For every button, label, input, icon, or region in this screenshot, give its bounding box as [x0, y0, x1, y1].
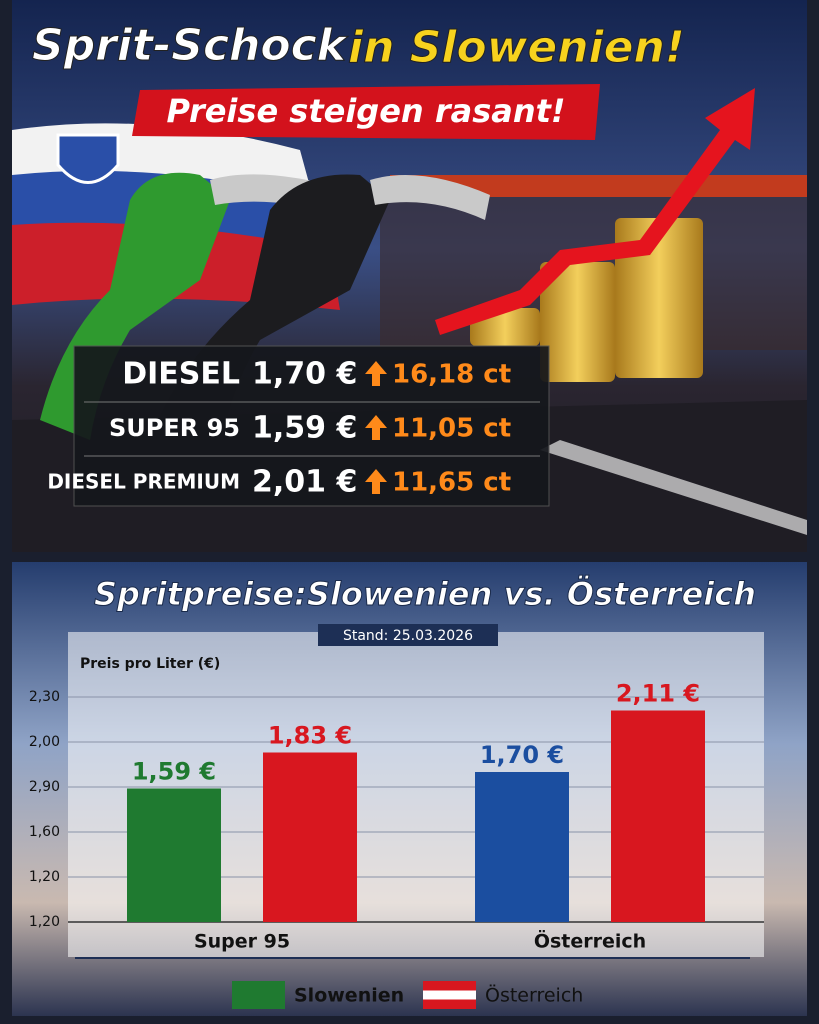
fuel-change: 11,65 ct [392, 468, 511, 498]
title-yellow: in Slowenien! [348, 22, 685, 73]
legend-label: Slowenien [294, 985, 404, 1007]
price-table [73, 345, 550, 507]
bar [263, 752, 357, 922]
fuel-price: 1,70 € [252, 357, 357, 392]
title-white: Sprit-Schock [32, 20, 349, 71]
trend-arrow [435, 88, 755, 335]
up-arrow [365, 469, 387, 494]
bar [127, 788, 221, 922]
up-arrow [365, 361, 387, 386]
y-tick-label: 1,20 [29, 869, 60, 885]
banner [132, 84, 600, 140]
value-label: 2,11 € [616, 680, 700, 708]
black-nozzle [370, 175, 490, 220]
x-tick-label: Österreich [534, 929, 646, 953]
value-label: 1,70 € [480, 741, 564, 769]
fuel-price: 2,01 € [252, 465, 357, 500]
y-tick-label: 1,20 [29, 914, 60, 930]
legend-swatch [232, 981, 285, 1009]
date-badge [318, 624, 498, 646]
value-label: 1,59 € [132, 758, 216, 786]
fuel-price: 1,59 € [252, 411, 357, 446]
x-tick-label: Super 95 [194, 931, 290, 953]
y-tick-label: 1,60 [29, 824, 60, 840]
legend-label: Österreich [485, 984, 583, 1007]
fuel-change: 16,18 ct [392, 360, 511, 390]
fuel-name: SUPER 95 [109, 414, 240, 442]
bar [475, 772, 569, 922]
chart-title: Spritpreise:Slowenien vs. Österreich [94, 575, 756, 613]
coin-stacks [470, 218, 703, 382]
road-line [540, 440, 807, 535]
legend-swatch-stripe [423, 990, 476, 1000]
y-tick-label: 2,00 [29, 734, 60, 750]
value-label: 1,83 € [268, 722, 352, 750]
fuel-name: DIESEL [122, 357, 240, 392]
y-tick-label: 2,90 [29, 779, 60, 795]
chart-subtitle: Stand: 25.03.2026 [343, 628, 473, 644]
up-arrow [365, 415, 387, 440]
fuel-change: 11,05 ct [392, 414, 511, 444]
fuel-name: DIESEL PREMIUM [47, 470, 240, 494]
banner-text: Preise steigen rasant! [166, 92, 565, 130]
y-tick-label: 2,30 [29, 689, 60, 705]
coat-of-arms [56, 133, 120, 184]
bar [611, 710, 705, 922]
y-axis-label: Preis pro Liter (€) [80, 656, 220, 672]
